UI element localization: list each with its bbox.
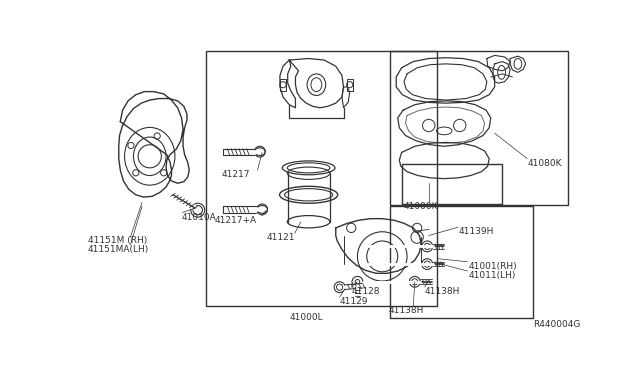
Bar [280,78,286,91]
Text: 41000K: 41000K [403,202,438,212]
Bar [402,164,502,204]
Bar [347,78,353,91]
Text: 41129: 41129 [340,297,368,306]
Text: 41151M (RH): 41151M (RH) [88,235,147,245]
Text: 41151MA(LH): 41151MA(LH) [88,245,149,254]
Text: 41121: 41121 [267,233,295,242]
Bar [390,206,533,318]
Text: R440004G: R440004G [533,320,580,329]
Text: 41217+A: 41217+A [215,216,257,225]
Text: 41138H: 41138H [425,287,460,296]
Text: 41011(LH): 41011(LH) [469,271,516,280]
Text: 41128: 41128 [351,287,380,296]
Text: 41080K: 41080K [527,158,562,168]
Text: 41217: 41217 [222,170,250,179]
Text: 41000L: 41000L [289,312,323,322]
Text: 41138H: 41138H [388,307,424,315]
Text: 41139H: 41139H [458,227,493,236]
Text: 41001(RH): 41001(RH) [469,262,518,271]
Text: 41010A: 41010A [182,212,216,221]
Bar [206,51,436,307]
Bar [390,51,568,205]
